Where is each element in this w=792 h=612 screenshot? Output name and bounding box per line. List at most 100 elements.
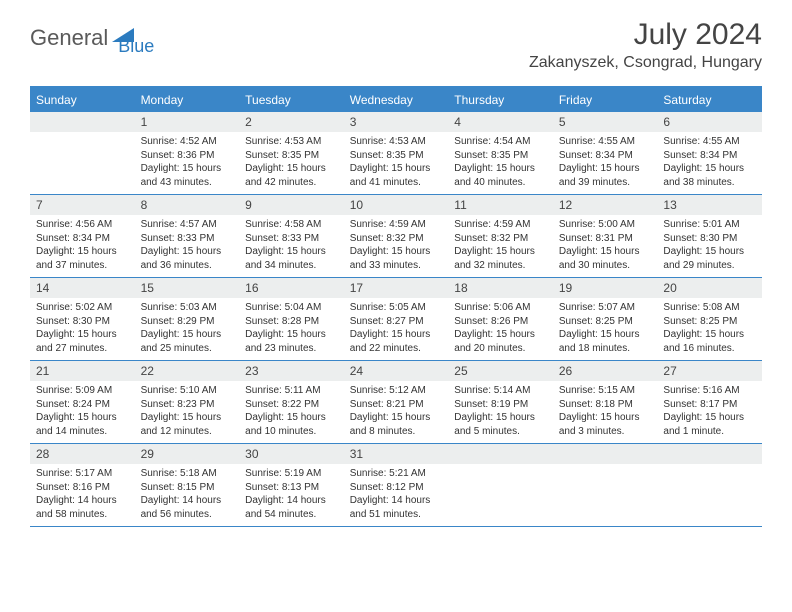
day-number: 27 xyxy=(657,361,762,381)
day-info: Sunrise: 5:09 AMSunset: 8:24 PMDaylight:… xyxy=(30,381,135,442)
calendar-cell: 10Sunrise: 4:59 AMSunset: 8:32 PMDayligh… xyxy=(344,195,449,277)
calendar-cell: 8Sunrise: 4:57 AMSunset: 8:33 PMDaylight… xyxy=(135,195,240,277)
calendar-cell: 19Sunrise: 5:07 AMSunset: 8:25 PMDayligh… xyxy=(553,278,658,360)
day-info: Sunrise: 5:07 AMSunset: 8:25 PMDaylight:… xyxy=(553,298,658,359)
day-number: 19 xyxy=(553,278,658,298)
sunset-text: Sunset: 8:34 PM xyxy=(663,149,756,163)
sunrise-text: Sunrise: 5:18 AM xyxy=(141,467,234,481)
daylight-text: and 58 minutes. xyxy=(36,508,129,522)
day-number: 28 xyxy=(30,444,135,464)
sunset-text: Sunset: 8:16 PM xyxy=(36,481,129,495)
daylight-text: Daylight: 15 hours xyxy=(559,162,652,176)
daylight-text: and 29 minutes. xyxy=(663,259,756,273)
day-info: Sunrise: 5:10 AMSunset: 8:23 PMDaylight:… xyxy=(135,381,240,442)
daylight-text: Daylight: 15 hours xyxy=(454,411,547,425)
sunrise-text: Sunrise: 5:04 AM xyxy=(245,301,338,315)
daylight-text: and 12 minutes. xyxy=(141,425,234,439)
day-info: Sunrise: 5:08 AMSunset: 8:25 PMDaylight:… xyxy=(657,298,762,359)
day-number: 4 xyxy=(448,112,553,132)
day-number: 15 xyxy=(135,278,240,298)
sunset-text: Sunset: 8:35 PM xyxy=(350,149,443,163)
sunset-text: Sunset: 8:31 PM xyxy=(559,232,652,246)
sunrise-text: Sunrise: 4:55 AM xyxy=(663,135,756,149)
calendar-cell: 14Sunrise: 5:02 AMSunset: 8:30 PMDayligh… xyxy=(30,278,135,360)
daylight-text: Daylight: 15 hours xyxy=(141,328,234,342)
week-row: 7Sunrise: 4:56 AMSunset: 8:34 PMDaylight… xyxy=(30,195,762,278)
day-number: 17 xyxy=(344,278,449,298)
location-text: Zakanyszek, Csongrad, Hungary xyxy=(529,54,762,72)
sunset-text: Sunset: 8:18 PM xyxy=(559,398,652,412)
day-number: 10 xyxy=(344,195,449,215)
daylight-text: and 33 minutes. xyxy=(350,259,443,273)
daylight-text: and 25 minutes. xyxy=(141,342,234,356)
day-info: Sunrise: 4:53 AMSunset: 8:35 PMDaylight:… xyxy=(239,132,344,193)
day-info: Sunrise: 4:59 AMSunset: 8:32 PMDaylight:… xyxy=(448,215,553,276)
day-number: 1 xyxy=(135,112,240,132)
daylight-text: and 27 minutes. xyxy=(36,342,129,356)
daylight-text: Daylight: 14 hours xyxy=(141,494,234,508)
daylight-text: Daylight: 15 hours xyxy=(663,162,756,176)
daylight-text: Daylight: 15 hours xyxy=(350,162,443,176)
sunrise-text: Sunrise: 4:53 AM xyxy=(245,135,338,149)
sunset-text: Sunset: 8:21 PM xyxy=(350,398,443,412)
daylight-text: Daylight: 14 hours xyxy=(36,494,129,508)
calendar-cell: 11Sunrise: 4:59 AMSunset: 8:32 PMDayligh… xyxy=(448,195,553,277)
sunset-text: Sunset: 8:30 PM xyxy=(663,232,756,246)
daylight-text: and 38 minutes. xyxy=(663,176,756,190)
sunrise-text: Sunrise: 5:02 AM xyxy=(36,301,129,315)
day-number: 9 xyxy=(239,195,344,215)
daylight-text: and 20 minutes. xyxy=(454,342,547,356)
sunrise-text: Sunrise: 5:12 AM xyxy=(350,384,443,398)
day-number: 5 xyxy=(553,112,658,132)
calendar-cell: 12Sunrise: 5:00 AMSunset: 8:31 PMDayligh… xyxy=(553,195,658,277)
day-number: 16 xyxy=(239,278,344,298)
day-number: 26 xyxy=(553,361,658,381)
daylight-text: and 32 minutes. xyxy=(454,259,547,273)
calendar-cell: 1Sunrise: 4:52 AMSunset: 8:36 PMDaylight… xyxy=(135,112,240,194)
sunrise-text: Sunrise: 5:14 AM xyxy=(454,384,547,398)
daylight-text: Daylight: 15 hours xyxy=(663,328,756,342)
day-info: Sunrise: 4:59 AMSunset: 8:32 PMDaylight:… xyxy=(344,215,449,276)
sunset-text: Sunset: 8:33 PM xyxy=(141,232,234,246)
sunset-text: Sunset: 8:30 PM xyxy=(36,315,129,329)
sunrise-text: Sunrise: 4:58 AM xyxy=(245,218,338,232)
daylight-text: and 18 minutes. xyxy=(559,342,652,356)
daylight-text: Daylight: 15 hours xyxy=(350,245,443,259)
daylight-text: Daylight: 15 hours xyxy=(36,245,129,259)
day-info: Sunrise: 4:58 AMSunset: 8:33 PMDaylight:… xyxy=(239,215,344,276)
sunset-text: Sunset: 8:27 PM xyxy=(350,315,443,329)
calendar-cell: 15Sunrise: 5:03 AMSunset: 8:29 PMDayligh… xyxy=(135,278,240,360)
day-number: 31 xyxy=(344,444,449,464)
daylight-text: and 41 minutes. xyxy=(350,176,443,190)
calendar-cell: 13Sunrise: 5:01 AMSunset: 8:30 PMDayligh… xyxy=(657,195,762,277)
calendar-cell: 16Sunrise: 5:04 AMSunset: 8:28 PMDayligh… xyxy=(239,278,344,360)
daylight-text: Daylight: 14 hours xyxy=(245,494,338,508)
day-number xyxy=(448,444,553,464)
sunset-text: Sunset: 8:23 PM xyxy=(141,398,234,412)
daylight-text: Daylight: 15 hours xyxy=(141,162,234,176)
calendar-cell: 17Sunrise: 5:05 AMSunset: 8:27 PMDayligh… xyxy=(344,278,449,360)
weekday-header: Tuesday xyxy=(239,88,344,112)
daylight-text: Daylight: 15 hours xyxy=(559,328,652,342)
calendar-cell: 28Sunrise: 5:17 AMSunset: 8:16 PMDayligh… xyxy=(30,444,135,526)
sunset-text: Sunset: 8:32 PM xyxy=(350,232,443,246)
day-info: Sunrise: 5:21 AMSunset: 8:12 PMDaylight:… xyxy=(344,464,449,525)
calendar-cell: 4Sunrise: 4:54 AMSunset: 8:35 PMDaylight… xyxy=(448,112,553,194)
sunrise-text: Sunrise: 5:21 AM xyxy=(350,467,443,481)
sunrise-text: Sunrise: 4:56 AM xyxy=(36,218,129,232)
week-row: 21Sunrise: 5:09 AMSunset: 8:24 PMDayligh… xyxy=(30,361,762,444)
sunset-text: Sunset: 8:13 PM xyxy=(245,481,338,495)
sunrise-text: Sunrise: 4:59 AM xyxy=(350,218,443,232)
calendar-cell: 20Sunrise: 5:08 AMSunset: 8:25 PMDayligh… xyxy=(657,278,762,360)
day-info: Sunrise: 5:04 AMSunset: 8:28 PMDaylight:… xyxy=(239,298,344,359)
daylight-text: Daylight: 15 hours xyxy=(141,245,234,259)
calendar-cell: 27Sunrise: 5:16 AMSunset: 8:17 PMDayligh… xyxy=(657,361,762,443)
calendar-cell: 18Sunrise: 5:06 AMSunset: 8:26 PMDayligh… xyxy=(448,278,553,360)
day-number: 22 xyxy=(135,361,240,381)
week-row: 28Sunrise: 5:17 AMSunset: 8:16 PMDayligh… xyxy=(30,444,762,527)
calendar-cell: 22Sunrise: 5:10 AMSunset: 8:23 PMDayligh… xyxy=(135,361,240,443)
daylight-text: Daylight: 15 hours xyxy=(350,411,443,425)
sunrise-text: Sunrise: 5:10 AM xyxy=(141,384,234,398)
daylight-text: and 10 minutes. xyxy=(245,425,338,439)
calendar: Sunday Monday Tuesday Wednesday Thursday… xyxy=(30,86,762,527)
